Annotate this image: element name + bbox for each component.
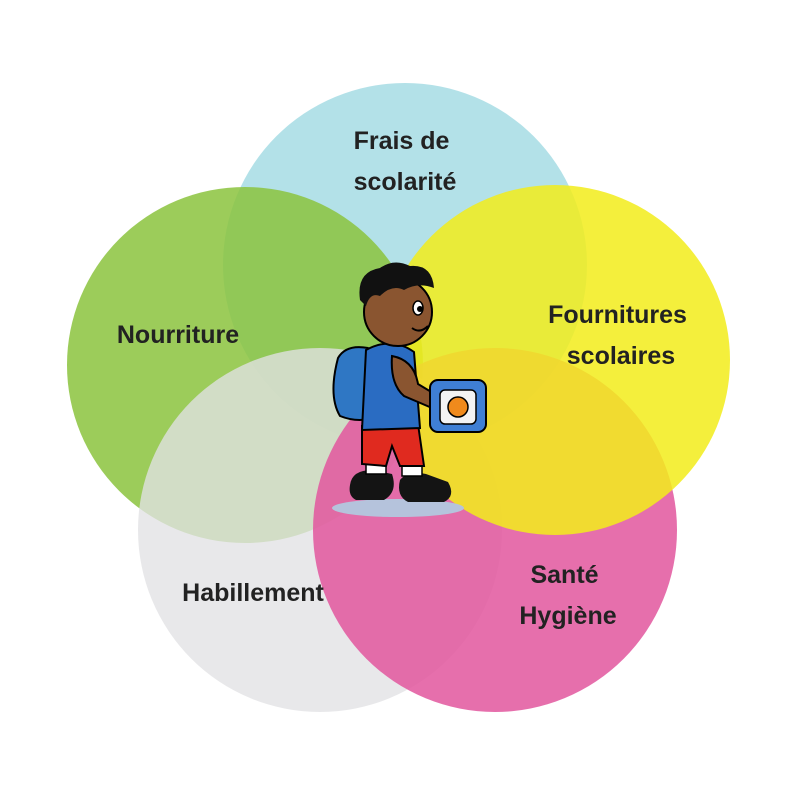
pupil	[417, 306, 423, 312]
label-habillement: Habillement	[182, 579, 324, 607]
label-nourriture-line-1: Nourriture	[117, 321, 239, 349]
shorts	[361, 422, 426, 468]
label-sante-line-2: Hygiène	[519, 602, 616, 630]
label-frais-line-2: scolarité	[354, 168, 457, 196]
labels-layer: Frais de scolarité Fournitures scolaires…	[117, 127, 694, 630]
label-nourriture: Nourriture	[117, 321, 239, 349]
label-sante-line-1: Santé	[530, 561, 598, 589]
label-fournitures-line-1: Fournitures	[548, 301, 687, 329]
left-shoe-icon	[349, 470, 394, 500]
schoolboy-illustration	[332, 262, 487, 517]
basketball-icon	[447, 396, 469, 418]
circle-fournitures-scolaires	[380, 185, 730, 535]
right-shoe-icon	[399, 472, 452, 502]
label-fournitures-line-2: scolaires	[567, 342, 675, 370]
label-frais-de-scolarite: Frais de scolarité	[354, 127, 457, 196]
ground-shadow	[332, 499, 464, 517]
label-fournitures-scolaires: Fournitures scolaires	[548, 301, 694, 370]
label-sante-hygiene: Santé Hygiène	[519, 561, 616, 630]
mouth	[411, 325, 429, 332]
label-frais-line-1: Frais de	[354, 127, 450, 155]
label-habillement-line-1: Habillement	[182, 579, 324, 607]
hair	[359, 262, 434, 306]
